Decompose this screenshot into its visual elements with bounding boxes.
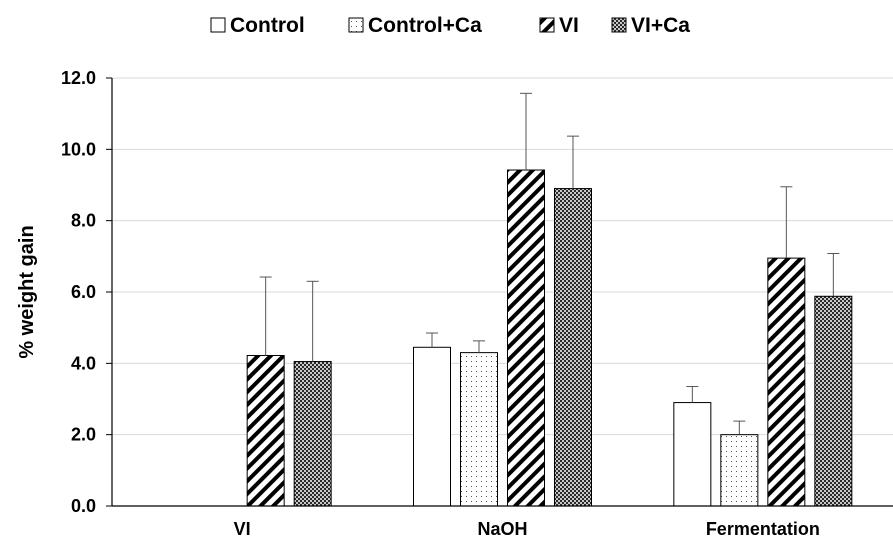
bar-vi-ca-fermentation (814, 295, 853, 507)
bar-control-ca-naoh (460, 352, 498, 507)
y-axis-ticks: 0.0 2.0 4.0 6.0 8.0 10.0 12.0 (61, 68, 96, 516)
bar-vi-ca-naoh (554, 188, 592, 507)
y-tick-label: 0.0 (71, 496, 96, 516)
bar-control-fermentation (673, 402, 712, 507)
bar-vi-vi (246, 354, 285, 507)
y-tick-label: 6.0 (71, 282, 96, 302)
bar-control-ca-fermentation (720, 434, 759, 507)
legend-swatch (611, 17, 627, 33)
error-bars (259, 92, 840, 435)
legend-swatch (210, 17, 226, 33)
legend-label: Control+Ca (368, 14, 482, 37)
y-tick-label: 12.0 (61, 68, 96, 88)
x-axis-ticks: VI NaOH Fermentation (234, 519, 820, 539)
bar-control-naoh (413, 346, 451, 507)
y-tick-label: 10.0 (61, 139, 96, 159)
axes (106, 77, 893, 507)
y-axis-label: % weight gain (16, 225, 38, 358)
y-tick-label: 8.0 (71, 211, 96, 231)
bar-vi-naoh (507, 169, 545, 507)
x-tick-label: Fermentation (706, 519, 820, 539)
x-tick-label: VI (234, 519, 251, 539)
y-tick-label: 2.0 (71, 425, 96, 445)
bar-vi-fermentation (767, 257, 806, 507)
legend-label: VI+Ca (631, 14, 690, 37)
bar-vi-ca-vi (293, 361, 332, 507)
legend: Control Control+Ca VI VI+Ca (210, 14, 690, 37)
x-tick-label: NaOH (477, 519, 527, 539)
gridlines (112, 77, 893, 436)
legend-label: VI (559, 14, 579, 37)
legend-label: Control (230, 14, 305, 37)
legend-swatch (539, 17, 555, 33)
y-tick-label: 4.0 (71, 353, 96, 373)
legend-swatch (348, 17, 364, 33)
